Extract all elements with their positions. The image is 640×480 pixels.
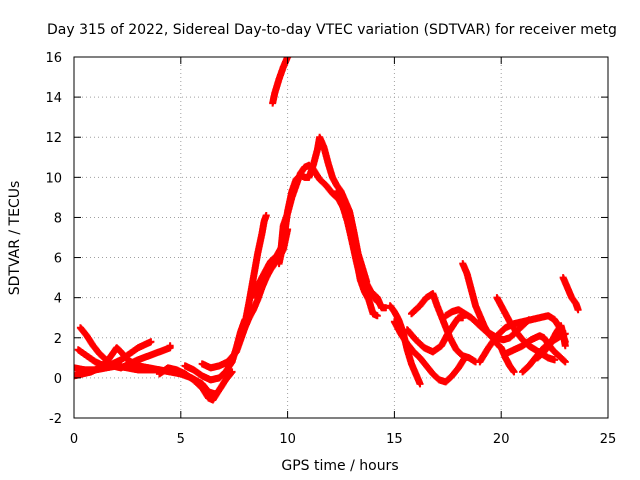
data-point <box>147 338 155 346</box>
data-points-clipped <box>74 57 582 404</box>
series-arc-25 <box>519 330 569 376</box>
series-arc-12 <box>333 187 390 312</box>
data-point <box>551 356 559 364</box>
x-tick-label: 25 <box>600 432 617 447</box>
data-point <box>510 368 518 376</box>
data-points <box>74 57 582 404</box>
y-tick-label: 0 <box>54 372 62 387</box>
x-tick-label: 0 <box>70 432 78 447</box>
y-tick-label: 2 <box>54 332 62 347</box>
data-point <box>416 380 424 388</box>
y-tick-label: 12 <box>45 131 62 146</box>
y-tick-label: 14 <box>45 91 62 106</box>
x-tick-label: 10 <box>279 432 296 447</box>
y-tick-label: 6 <box>54 252 62 267</box>
axis-ticks: 0 5 10 15 20 25 -2 0 2 4 6 8 10 12 14 16 <box>45 51 616 447</box>
x-tick-label: 5 <box>177 432 185 447</box>
chart-title: Day 315 of 2022, Sidereal Day-to-day VTE… <box>47 22 617 38</box>
series-arc-10 <box>275 133 371 286</box>
data-point <box>561 358 569 366</box>
data-point <box>574 306 582 314</box>
y-tick-label: 16 <box>45 51 62 66</box>
y-tick-label: -2 <box>49 412 62 427</box>
plot-frame <box>73 56 609 419</box>
data-point <box>228 368 236 376</box>
data-point <box>561 330 569 338</box>
series-arc-17 <box>403 314 467 356</box>
x-axis-label: GPS time / hours <box>281 458 398 474</box>
data-point <box>166 342 174 350</box>
series-arc-5 <box>155 364 236 404</box>
y-axis-label: SDTVAR / TECUs <box>7 181 23 296</box>
x-tick-label: 15 <box>386 432 403 447</box>
y-tick-label: 10 <box>45 171 62 186</box>
y-tick-label: 4 <box>54 292 62 307</box>
series-arc-13 <box>343 207 381 320</box>
series-arc-3 <box>76 324 174 372</box>
series-arc-24 <box>559 274 582 314</box>
x-tick-label: 20 <box>493 432 510 447</box>
series-arc-8 <box>234 211 270 348</box>
data-point <box>262 211 270 219</box>
data-point <box>373 312 381 320</box>
y-tick-label: 8 <box>54 211 62 226</box>
data-point <box>561 342 569 350</box>
series-arc-15 <box>390 318 469 386</box>
